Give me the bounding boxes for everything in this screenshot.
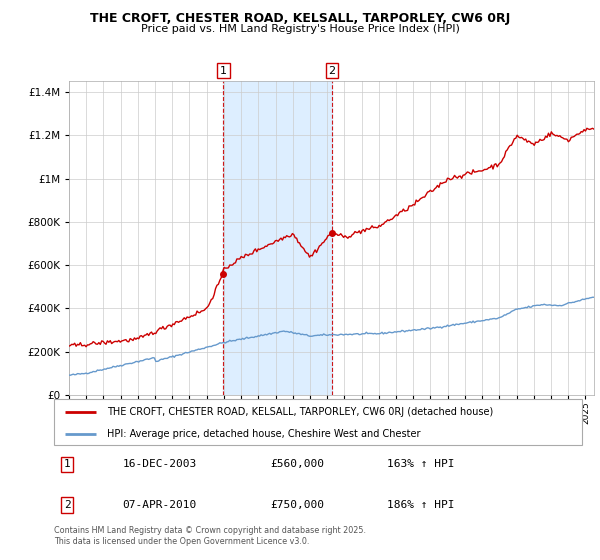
FancyBboxPatch shape: [54, 399, 582, 445]
Text: Contains HM Land Registry data © Crown copyright and database right 2025.
This d: Contains HM Land Registry data © Crown c…: [54, 526, 366, 546]
Text: Price paid vs. HM Land Registry's House Price Index (HPI): Price paid vs. HM Land Registry's House …: [140, 24, 460, 34]
Text: 1: 1: [220, 66, 227, 76]
Text: 16-DEC-2003: 16-DEC-2003: [122, 459, 197, 469]
Text: HPI: Average price, detached house, Cheshire West and Chester: HPI: Average price, detached house, Ches…: [107, 429, 420, 438]
Bar: [223, 81, 332, 395]
Text: 2: 2: [64, 500, 71, 510]
Text: 1: 1: [64, 459, 71, 469]
Text: 163% ↑ HPI: 163% ↑ HPI: [386, 459, 454, 469]
Text: £750,000: £750,000: [271, 500, 325, 510]
Text: £560,000: £560,000: [271, 459, 325, 469]
Text: THE CROFT, CHESTER ROAD, KELSALL, TARPORLEY, CW6 0RJ (detached house): THE CROFT, CHESTER ROAD, KELSALL, TARPOR…: [107, 407, 493, 417]
Text: 07-APR-2010: 07-APR-2010: [122, 500, 197, 510]
Text: 2: 2: [328, 66, 335, 76]
Text: 186% ↑ HPI: 186% ↑ HPI: [386, 500, 454, 510]
Text: THE CROFT, CHESTER ROAD, KELSALL, TARPORLEY, CW6 0RJ: THE CROFT, CHESTER ROAD, KELSALL, TARPOR…: [90, 12, 510, 25]
